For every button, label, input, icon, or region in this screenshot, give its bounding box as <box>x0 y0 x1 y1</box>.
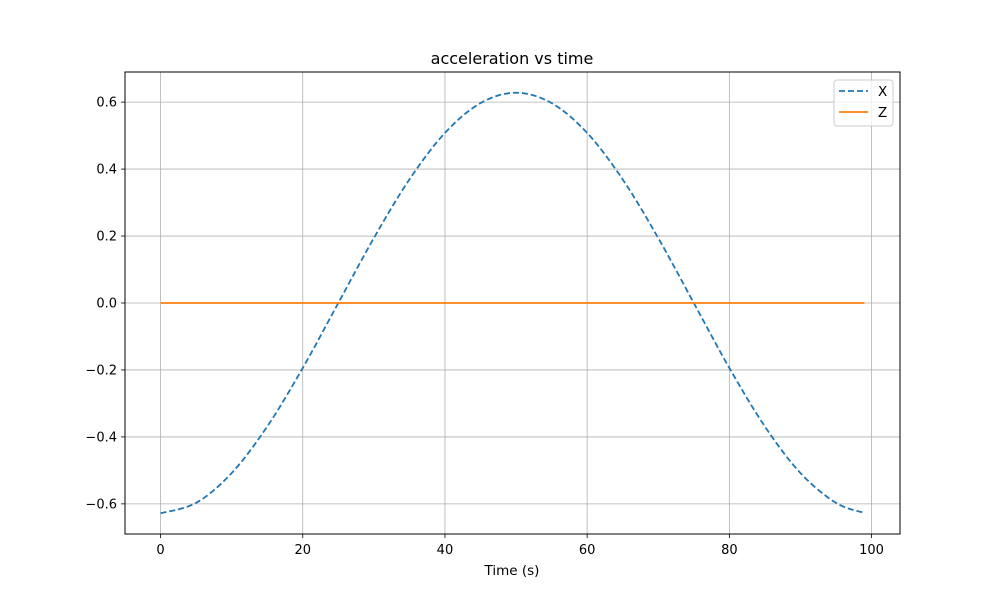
y-tick-label: 0.6 <box>96 96 117 111</box>
series-line-x <box>160 91 865 515</box>
legend: XZ <box>833 79 894 127</box>
x-tick-label: 40 <box>437 543 454 558</box>
chart-title: acceleration vs time <box>431 49 594 68</box>
legend-label-x: X <box>878 84 887 100</box>
legend-label-z: Z <box>878 105 887 121</box>
y-tick-label: 0.2 <box>96 230 117 245</box>
x-tick-label: 80 <box>721 543 738 558</box>
x-axis-label: Time (s) <box>484 563 540 579</box>
y-tick-label: 0.4 <box>96 163 117 178</box>
x-tick-label: 100 <box>859 543 884 558</box>
y-tick-label: −0.4 <box>85 430 117 445</box>
x-tick-label: 20 <box>294 543 311 558</box>
x-tick-label: 0 <box>156 543 164 558</box>
y-tick-label: 0.0 <box>96 297 117 312</box>
x-axis: 0 20 40 60 80 100 <box>156 534 884 558</box>
y-axis: −0.6 −0.4 −0.2 0.0 0.2 0.4 0.6 <box>85 96 125 512</box>
y-tick-label: −0.2 <box>85 363 117 378</box>
x-tick-label: 60 <box>579 543 596 558</box>
y-tick-label: −0.6 <box>85 497 117 512</box>
series-layer <box>160 91 865 515</box>
